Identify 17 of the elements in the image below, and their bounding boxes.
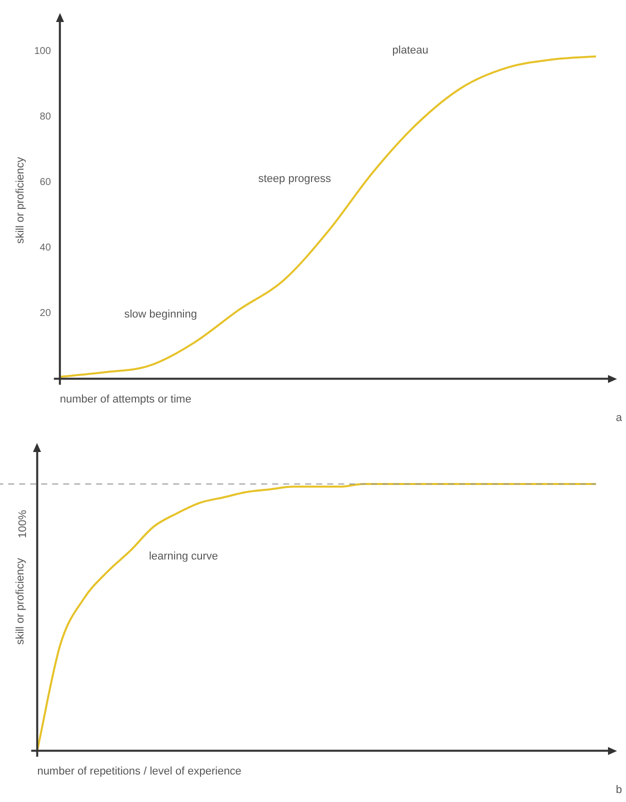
- x-axis-title: number of repetitions / level of experience: [37, 765, 242, 778]
- y-axis-title: skill or proficiency: [14, 156, 27, 244]
- y-tick-label: 40: [40, 242, 52, 254]
- text: a: [616, 412, 623, 424]
- y-tick-label: 20: [40, 308, 52, 320]
- y-tick-label: 80: [40, 112, 52, 123]
- line-series: [58, 55, 597, 378]
- annotation: steep progress: [258, 173, 332, 186]
- y-tick-label: 100: [34, 46, 52, 58]
- text: b: [616, 784, 622, 796]
- y-tick-label: 60: [40, 177, 52, 188]
- x-axis-title: number of attempts or time: [60, 393, 192, 406]
- annotation: learning curve: [148, 550, 218, 563]
- ref-line-label: 100%: [17, 510, 30, 538]
- y-axis-title: skill or proficiency: [14, 558, 27, 645]
- annotation: plateau: [392, 44, 428, 57]
- annotation: slow beginning: [124, 308, 197, 321]
